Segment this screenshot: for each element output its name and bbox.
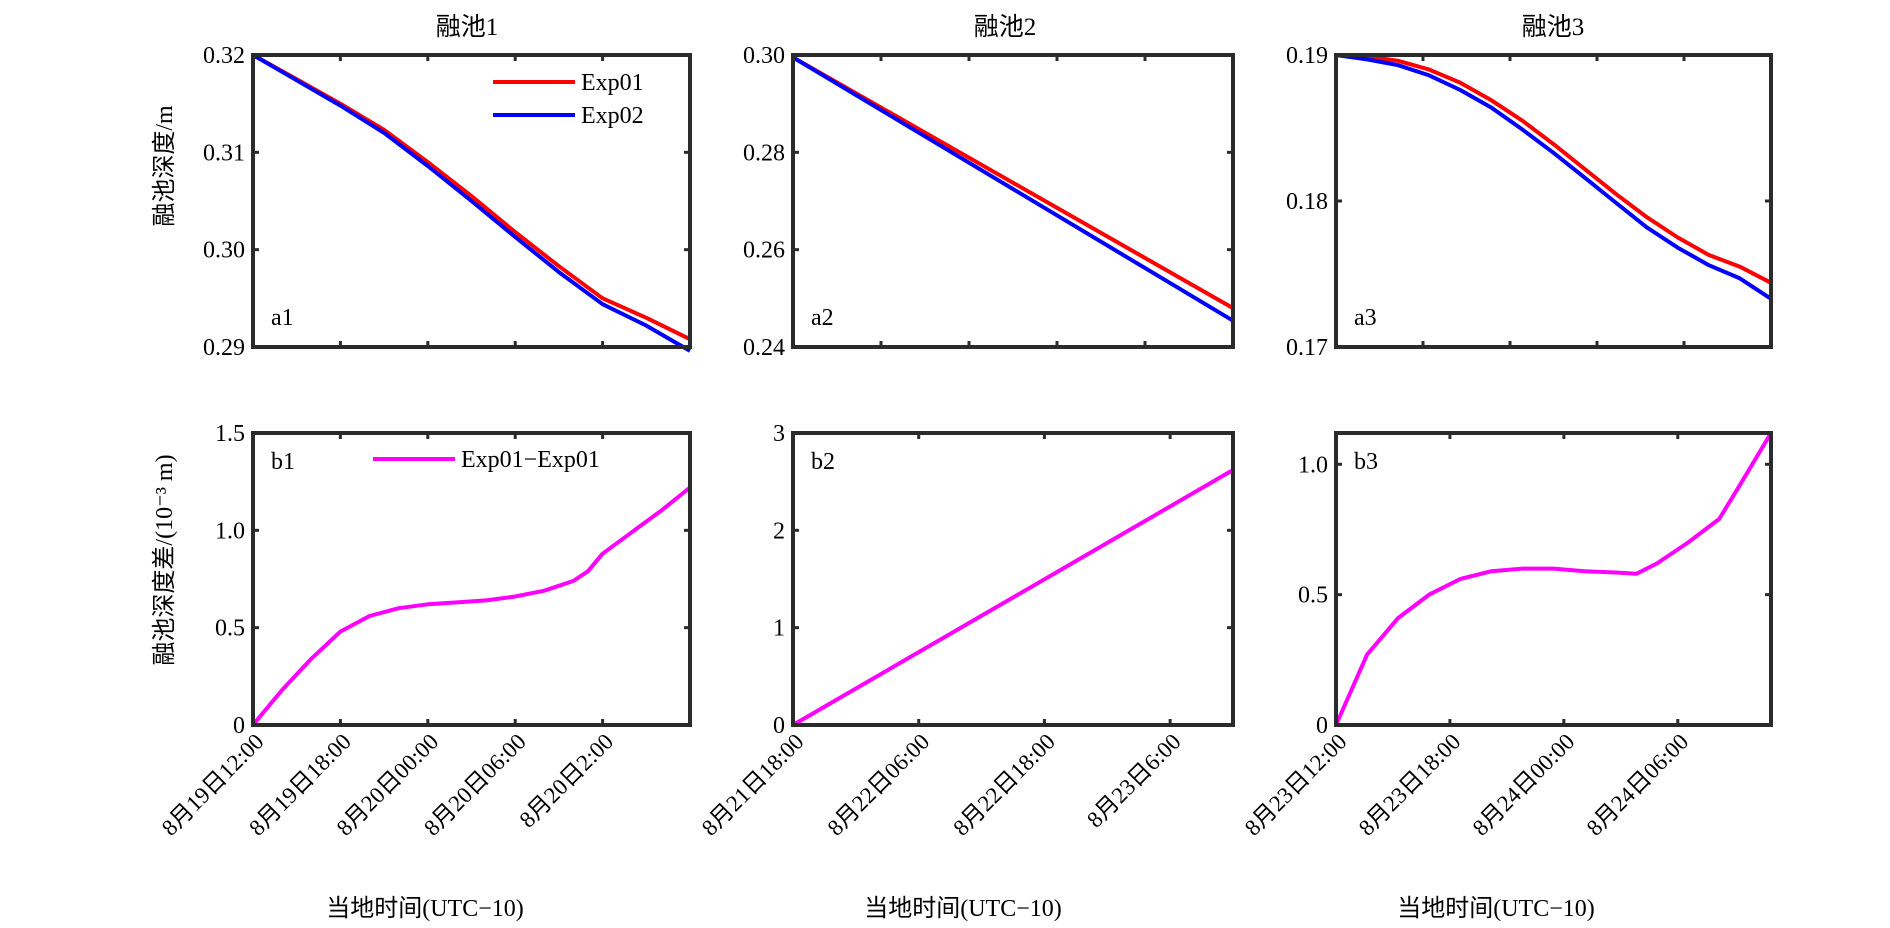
y-tick-label-a1: 0.32 xyxy=(203,43,245,69)
panel-a3: 0.17 0.18 0.19 a3 xyxy=(1286,43,1773,361)
x-tick-label-b3: 8月23日18:00 xyxy=(1354,729,1466,841)
legend-label-exp02: Exp02 xyxy=(581,103,644,129)
axes-frame-a1 xyxy=(251,53,692,349)
y-tick-label-b3: 1.0 xyxy=(1298,452,1328,478)
y-tick-label-b3: 0.5 xyxy=(1298,583,1328,609)
y-tick-label-a1: 0.31 xyxy=(203,140,245,166)
title-a2: 融池2 xyxy=(974,13,1037,41)
panel-b1: 00.51.01.58月19日12:008月19日18:008月20日00:00… xyxy=(157,421,692,841)
y-tick-label-b1: 1.0 xyxy=(215,518,245,544)
legend-label-diff: Exp01−Exp01 xyxy=(461,447,600,473)
axes-frame-a3 xyxy=(1334,53,1773,349)
x-tick-label-b2: 8月23日6:00 xyxy=(1082,729,1186,833)
axes-frame-b1 xyxy=(251,431,692,727)
y-tick-label-a1: 0.29 xyxy=(203,335,245,361)
x-axis-label-1: 当地时间(UTC−10) xyxy=(326,895,524,922)
title-a1: 融池1 xyxy=(436,13,499,41)
panel-b3: 0 0.5 1.0 8月23日12:00 8月23日18:00 8月24日00:00 8月2… xyxy=(1240,431,1773,841)
y-tick-label-b2: 3 xyxy=(773,421,785,447)
series-line-a1-exp01 xyxy=(252,53,691,341)
x-axis-label-3: 当地时间(UTC−10) xyxy=(1397,895,1595,922)
axes-frame-a2 xyxy=(791,53,1235,349)
panel-a1: 0.29 0.30 0.31 0.32 a1 xyxy=(203,43,692,361)
y-tick-label-a2: 0.28 xyxy=(743,140,785,166)
panel-label-b2: b2 xyxy=(811,449,835,475)
x-tick-label-b3: 8月24日00:00 xyxy=(1468,729,1580,841)
axes-frame-b3 xyxy=(1334,431,1773,727)
y-tick-label-a3: 0.17 xyxy=(1286,335,1328,361)
y-tick-label-b3: 0 xyxy=(1316,713,1328,739)
y-tick-label-a2: 0.26 xyxy=(743,238,785,264)
x-axis-label-2: 当地时间(UTC−10) xyxy=(864,895,1062,922)
panel-a2: 0.24 0.26 0.28 0.30 a2 xyxy=(743,43,1235,361)
x-tick-label-b2: 8月22日06:00 xyxy=(823,729,935,841)
y-tick-label-b2: 2 xyxy=(773,518,785,544)
y-tick-label-b2: 0 xyxy=(773,713,785,739)
axes-frame-b2 xyxy=(791,431,1235,727)
title-a3: 融池3 xyxy=(1522,13,1585,41)
x-tick-label-b3: 8月24日06:00 xyxy=(1582,729,1694,841)
y-tick-label-b2: 1 xyxy=(773,616,785,642)
y-axis-label-bottom: 融池深度差/(10⁻³ m) xyxy=(151,454,178,665)
y-tick-label-a3: 0.19 xyxy=(1286,43,1328,69)
x-tick-label-b3: 8月23日12:00 xyxy=(1240,729,1352,841)
y-tick-label-b1: 1.5 xyxy=(215,421,245,447)
panel-label-b1: b1 xyxy=(271,449,295,475)
legend-bottom: Exp01−Exp01 xyxy=(373,447,600,473)
x-tick-label-b1: 8月20日2:00 xyxy=(515,729,619,833)
series-line-b1-exp01-exp01 xyxy=(251,485,692,727)
series-line-a3-exp01 xyxy=(1335,53,1772,285)
panel-label-a1: a1 xyxy=(271,305,294,331)
series-line-a1-exp02 xyxy=(251,53,692,353)
x-tick-label-b2: 8月21日18:00 xyxy=(697,729,809,841)
series-line-a2-exp02 xyxy=(791,55,1235,323)
panel-label-a3: a3 xyxy=(1354,305,1377,331)
panel-label-a2: a2 xyxy=(811,305,834,331)
y-tick-label-a2: 0.30 xyxy=(743,43,785,69)
legend-label-exp01: Exp01 xyxy=(581,70,644,96)
series-line-b2-exp01-exp01 xyxy=(791,468,1235,727)
y-tick-label-a3: 0.18 xyxy=(1286,189,1328,215)
y-tick-label-b1: 0.5 xyxy=(215,616,245,642)
y-tick-label-b1: 0 xyxy=(233,713,245,739)
y-axis-label-top: 融池深度/m xyxy=(151,105,178,227)
x-tick-label-b2: 8月22日18:00 xyxy=(948,729,1060,841)
panel-b2: 0 1 2 3 8月21日18:00 8月22日06:00 8月22日18:00 8月23日6… xyxy=(697,421,1235,841)
panel-label-b3: b3 xyxy=(1354,449,1378,475)
series-line-b3-exp01-exp01 xyxy=(1334,431,1773,726)
series-line-a3-exp02 xyxy=(1335,53,1773,301)
legend-top: Exp01 Exp02 xyxy=(493,70,644,129)
y-tick-label-a1: 0.30 xyxy=(203,238,245,264)
y-tick-label-a2: 0.24 xyxy=(743,335,785,361)
